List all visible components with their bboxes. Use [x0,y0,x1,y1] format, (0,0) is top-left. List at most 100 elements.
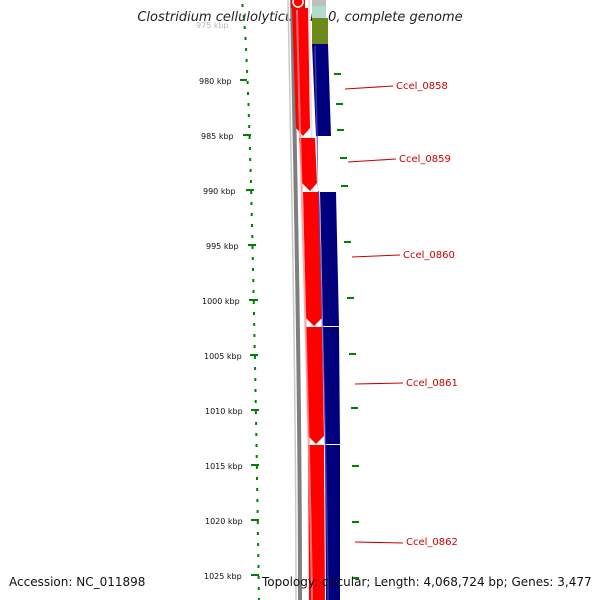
scale-dot [253,356,256,359]
scale-tick-1010: 1010 kbp [205,407,259,416]
scale-dot [256,477,258,480]
scale-dot [244,37,247,40]
scale-dot [249,180,252,183]
backbone-arc [290,0,302,600]
scale-dot [253,345,256,348]
forward-gene-block [303,192,322,326]
scale-dot [256,488,259,491]
scale-label-1025: 1025 kbp [204,572,242,581]
scale-dot [245,59,248,62]
accession-text: Accession: NC_011898 [9,575,146,589]
forward-gene-block [306,327,324,444]
scale-dot [251,235,254,238]
scale-dot [248,125,251,128]
scale-dot [250,191,253,194]
gene-label-text: Ccel_0859 [399,154,451,165]
scale-dot [250,202,253,205]
scale-dot [246,81,249,84]
gene-label-ccel-0861[interactable]: Ccel_0861 [354,378,458,389]
scale-dot [253,334,256,337]
scale-dot [256,499,259,502]
scale-dot [243,26,246,29]
scale-tick-990: 990 kbp [203,187,254,196]
feature-rim [334,73,359,579]
scale-tick-1000: 1000 kbp [202,297,258,306]
scale-tick-1020: 1020 kbp [205,517,259,526]
scale-dot [251,246,254,249]
scale-dot [256,510,259,513]
scale-dot [248,147,251,150]
scale-dot [257,543,260,546]
scale-dot [255,455,258,458]
gene-label-text: Ccel_0858 [396,81,448,92]
scale-tick-1025: 1025 kbp [204,572,259,581]
gene-label-text: Ccel_0860 [403,250,455,261]
scale-dot [251,257,254,260]
scale-dot [253,323,256,326]
scale-dot [241,4,244,7]
scale-dot [258,598,260,600]
reverse-gene-block [325,445,340,600]
scale-dot [248,136,251,139]
forward-strand-highlight [296,9,313,600]
scale-dot [249,158,252,161]
scale-dot [256,532,259,535]
scale-label-1015: 1015 kbp [205,462,243,471]
forward-gene-block [292,8,310,136]
topology-text: Topology: circular; Length: 4,068,724 bp… [262,575,592,589]
scale-label-1000: 1000 kbp [202,297,240,306]
scale-label-990: 990 kbp [203,187,236,196]
scale-dot [255,466,258,469]
scale-dot [247,92,249,95]
scale-dots [241,4,260,600]
scale-label-985: 985 kbp [201,132,234,141]
reverse-strand-highlight [314,45,329,600]
reverse-gene-block [320,192,339,326]
scale-tick-995: 995 kbp [206,242,256,251]
scale-dot [254,367,257,370]
forward-gene-block [299,138,317,191]
scale-label-1020: 1020 kbp [205,517,243,526]
scale-dot [242,15,245,18]
scale-dot [250,213,253,216]
scale-label-1010: 1010 kbp [205,407,243,416]
scale-dot [253,312,255,315]
scale-dot [246,70,249,73]
scale-dot [245,48,248,51]
scale-dot [254,378,257,381]
scale-dot [256,521,259,524]
scale-tick-1005: 1005 kbp [204,352,258,361]
gene-label-ccel-0860[interactable]: Ccel_0860 [351,250,455,261]
scale-dot [252,301,255,304]
scale-dot [252,290,255,293]
scale-dot [247,103,250,106]
gene-label-ccel-0858[interactable]: Ccel_0858 [344,81,448,92]
scale-label-980: 980 kbp [199,77,232,86]
gene-partial-top [291,0,328,44]
scale-dot [255,422,258,425]
scale-dot [252,279,255,282]
scale-label-995: 995 kbp [206,242,239,251]
scale-tick-1015: 1015 kbp [205,462,259,471]
gene-label-text: Ccel_0861 [406,378,458,389]
scale-dot [254,411,257,414]
gene-label-ccel-0862[interactable]: Ccel_0862 [354,537,458,548]
feature-gap [318,137,340,191]
scale-dot [257,587,260,590]
scale-dot [257,554,260,557]
scale-dot [255,433,258,436]
scale-dot [247,114,250,117]
scale-dot [251,224,253,227]
scale-dot [252,268,254,271]
scale-dot [257,576,260,579]
scale-dot [254,400,257,403]
scale-tick-985: 985 kbp [201,132,251,141]
scale-label-975: 975 kbp [196,21,229,30]
gene-label-ccel-0859[interactable]: Ccel_0859 [347,154,451,165]
scale-tick-980: 980 kbp [199,77,247,86]
scale-dot [257,565,260,568]
scale-dot [249,169,252,172]
reverse-gene-block [323,327,340,444]
